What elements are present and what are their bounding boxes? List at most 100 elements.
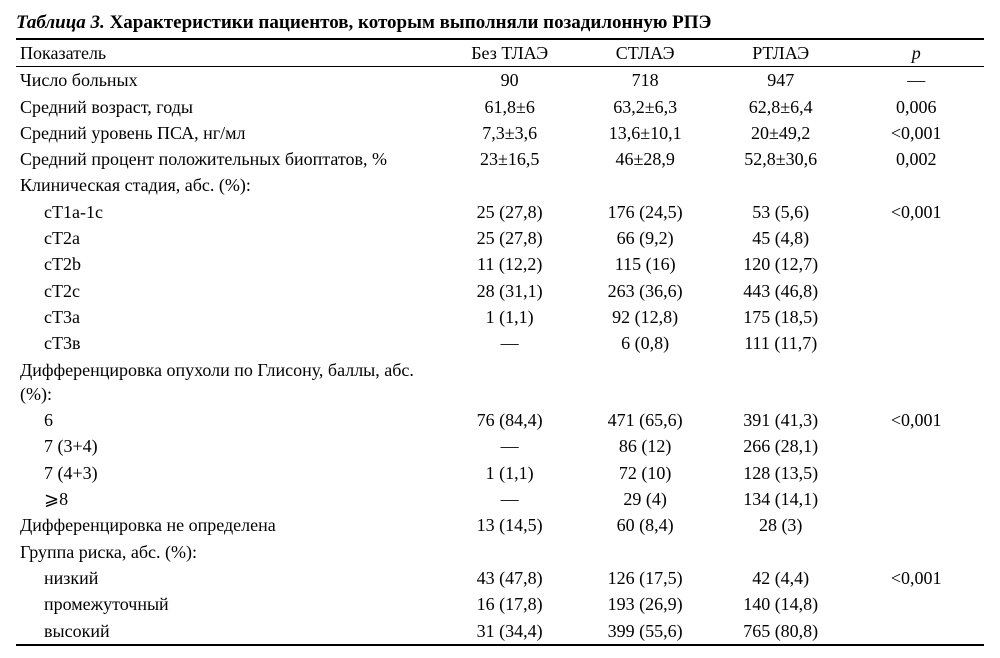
row-sub-label: промежуточный xyxy=(16,591,442,617)
table-row: высокий31 (34,4)399 (55,6)765 (80,8) xyxy=(16,618,984,645)
cell: 20±49,2 xyxy=(713,120,849,146)
table-body: Число больных90718947—Средний возраст, г… xyxy=(16,67,984,645)
cell: 13,6±10,1 xyxy=(577,120,713,146)
cell xyxy=(848,330,984,356)
cell: 443 (46,8) xyxy=(713,278,849,304)
cell: 399 (55,6) xyxy=(577,618,713,645)
cell: 947 xyxy=(713,67,849,94)
row-group-header: Клиническая стадия, абс. (%): xyxy=(16,172,442,198)
col-stlae: СТЛАЭ xyxy=(577,39,713,67)
cell: 25 (27,8) xyxy=(442,225,578,251)
table-row: 676 (84,4)471 (65,6)391 (41,3)<0,001 xyxy=(16,407,984,433)
cell: 765 (80,8) xyxy=(713,618,849,645)
cell xyxy=(577,172,713,198)
table-row: Клиническая стадия, абс. (%): xyxy=(16,172,984,198)
table-row: Средний возраст, годы61,8±663,2±6,362,8±… xyxy=(16,94,984,120)
cell: 23±16,5 xyxy=(442,146,578,172)
cell: 45 (4,8) xyxy=(713,225,849,251)
cell xyxy=(848,357,984,408)
row-label: Дифференцировка не определена xyxy=(16,512,442,538)
cell: 266 (28,1) xyxy=(713,433,849,459)
cell: — xyxy=(848,67,984,94)
cell xyxy=(848,433,984,459)
table-row: сТ3a1 (1,1)92 (12,8)175 (18,5) xyxy=(16,304,984,330)
cell: 60 (8,4) xyxy=(577,512,713,538)
cell xyxy=(848,278,984,304)
row-sub-label: 7 (3+4) xyxy=(16,433,442,459)
header-row: Показатель Без ТЛАЭ СТЛАЭ РТЛАЭ p xyxy=(16,39,984,67)
table-row: низкий43 (47,8)126 (17,5)42 (4,4)<0,001 xyxy=(16,565,984,591)
cell: 53 (5,6) xyxy=(713,199,849,225)
cell xyxy=(848,172,984,198)
cell: 72 (10) xyxy=(577,460,713,486)
cell: 66 (9,2) xyxy=(577,225,713,251)
cell: 63,2±6,3 xyxy=(577,94,713,120)
table-row: Средний уровень ПСА, нг/мл7,3±3,613,6±10… xyxy=(16,120,984,146)
cell: 46±28,9 xyxy=(577,146,713,172)
row-label: Средний уровень ПСА, нг/мл xyxy=(16,120,442,146)
cell xyxy=(848,591,984,617)
cell: 193 (26,9) xyxy=(577,591,713,617)
cell xyxy=(848,539,984,565)
cell xyxy=(442,539,578,565)
cell: 128 (13,5) xyxy=(713,460,849,486)
table-row: Число больных90718947— xyxy=(16,67,984,94)
cell: 471 (65,6) xyxy=(577,407,713,433)
row-sub-label: низкий xyxy=(16,565,442,591)
row-label: Средний процент положительных биоптатов,… xyxy=(16,146,442,172)
cell xyxy=(848,460,984,486)
cell: 61,8±6 xyxy=(442,94,578,120)
row-sub-label: 6 xyxy=(16,407,442,433)
cell xyxy=(848,251,984,277)
row-group-header: Дифференцировка опухоли по Глисону, балл… xyxy=(16,357,442,408)
cell: 175 (18,5) xyxy=(713,304,849,330)
cell: 90 xyxy=(442,67,578,94)
cell: 76 (84,4) xyxy=(442,407,578,433)
cell xyxy=(577,357,713,408)
cell: 120 (12,7) xyxy=(713,251,849,277)
row-label: Средний возраст, годы xyxy=(16,94,442,120)
table-row: сТ2a25 (27,8)66 (9,2)45 (4,8) xyxy=(16,225,984,251)
cell: 28 (31,1) xyxy=(442,278,578,304)
cell: 43 (47,8) xyxy=(442,565,578,591)
cell: — xyxy=(442,433,578,459)
cell: 1 (1,1) xyxy=(442,304,578,330)
cell xyxy=(713,539,849,565)
cell xyxy=(848,486,984,512)
cell: 13 (14,5) xyxy=(442,512,578,538)
table-row: ⩾8—29 (4)134 (14,1) xyxy=(16,486,984,512)
cell: 111 (11,7) xyxy=(713,330,849,356)
row-sub-label: сТ3в xyxy=(16,330,442,356)
row-group-header: Группа риска, абс. (%): xyxy=(16,539,442,565)
row-label: Число больных xyxy=(16,67,442,94)
table-row: промежуточный16 (17,8)193 (26,9)140 (14,… xyxy=(16,591,984,617)
col-indicator: Показатель xyxy=(16,39,442,67)
table-row: сТ1a-1с25 (27,8)176 (24,5)53 (5,6)<0,001 xyxy=(16,199,984,225)
cell: 115 (16) xyxy=(577,251,713,277)
cell: 1 (1,1) xyxy=(442,460,578,486)
row-sub-label: сТ2b xyxy=(16,251,442,277)
cell: 0,002 xyxy=(848,146,984,172)
cell: 140 (14,8) xyxy=(713,591,849,617)
cell: 718 xyxy=(577,67,713,94)
table-title: Характеристики пациентов, которым выполн… xyxy=(105,12,712,33)
cell: 31 (34,4) xyxy=(442,618,578,645)
cell: <0,001 xyxy=(848,565,984,591)
table-row: сТ2b11 (12,2)115 (16)120 (12,7) xyxy=(16,251,984,277)
row-sub-label: сТ2a xyxy=(16,225,442,251)
cell: 29 (4) xyxy=(577,486,713,512)
col-no-tlae: Без ТЛАЭ xyxy=(442,39,578,67)
cell: 126 (17,5) xyxy=(577,565,713,591)
row-sub-label: сТ3a xyxy=(16,304,442,330)
row-sub-label: сТ2c xyxy=(16,278,442,304)
row-sub-label: 7 (4+3) xyxy=(16,460,442,486)
cell xyxy=(442,172,578,198)
cell: 28 (3) xyxy=(713,512,849,538)
table-row: Дифференцировка опухоли по Глисону, балл… xyxy=(16,357,984,408)
table-row: Дифференцировка не определена13 (14,5)60… xyxy=(16,512,984,538)
patients-table: Показатель Без ТЛАЭ СТЛАЭ РТЛАЭ p Число … xyxy=(16,38,984,646)
row-sub-label: сТ1a-1с xyxy=(16,199,442,225)
cell: 92 (12,8) xyxy=(577,304,713,330)
cell xyxy=(442,357,578,408)
table-row: 7 (3+4)—86 (12)266 (28,1) xyxy=(16,433,984,459)
